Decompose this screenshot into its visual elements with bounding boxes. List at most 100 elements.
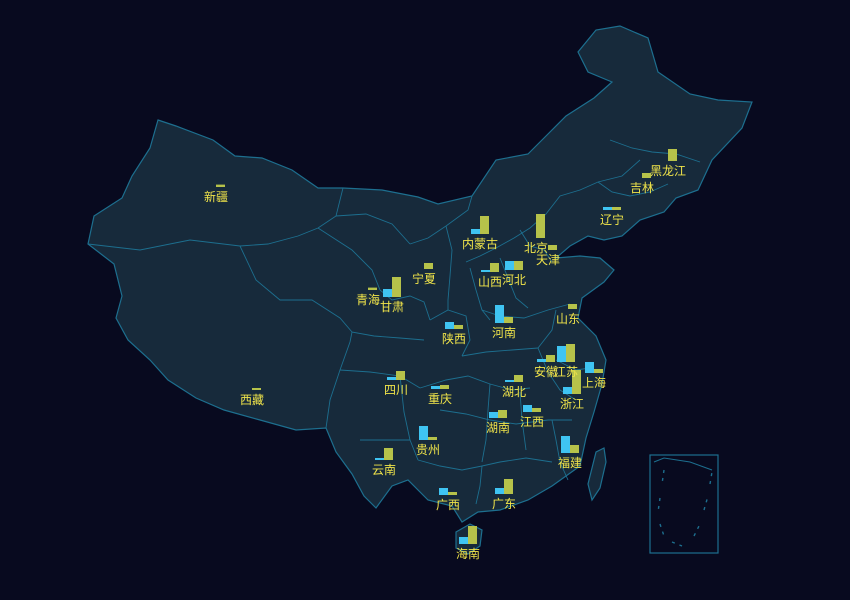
province-bars-jilin[interactable] (642, 173, 651, 178)
bar-b-tianjin[interactable] (548, 245, 557, 250)
bar-b-guizhou[interactable] (428, 437, 437, 440)
bar-a-hebei[interactable] (505, 261, 514, 270)
province-label-shandong: 山东 (556, 312, 580, 326)
province-bars-henan[interactable] (495, 305, 513, 323)
bar-b-hainan[interactable] (468, 526, 477, 544)
province-bars-sichuan[interactable] (387, 371, 405, 380)
bar-b-shaanxi[interactable] (454, 325, 463, 329)
province-bars-shandong[interactable] (568, 304, 577, 309)
province-bars-shaanxi[interactable] (445, 322, 463, 329)
bar-b-shanghai[interactable] (594, 369, 603, 373)
province-bars-jiangxi[interactable] (523, 405, 541, 412)
province-label-hebei: 河北 (502, 273, 526, 287)
province-bars-neimenggu[interactable] (471, 216, 489, 234)
province-bars-qinghai[interactable] (368, 287, 377, 290)
inset-frame (649, 454, 719, 554)
bar-b-heilongjiang[interactable] (668, 149, 677, 161)
province-bars-heilongjiang[interactable] (668, 149, 677, 161)
bar-a-hubei[interactable] (505, 380, 514, 382)
province-bars-beijing[interactable] (536, 214, 545, 238)
province-label-hunan: 湖南 (486, 420, 510, 435)
province-bars-shanxi[interactable] (481, 263, 499, 272)
bar-b-yunnan[interactable] (384, 448, 393, 460)
province-bars-hubei[interactable] (505, 375, 523, 382)
bar-b-xizang[interactable] (252, 388, 261, 390)
province-label-sichuan: 四川 (384, 383, 408, 397)
bar-b-guangdong[interactable] (504, 479, 513, 494)
province-bars-anhui[interactable] (537, 355, 555, 362)
province-bars-hebei[interactable] (505, 261, 523, 270)
province-label-jilin: 吉林 (630, 181, 654, 195)
bar-a-neimenggu[interactable] (471, 229, 480, 234)
province-bars-hunan[interactable] (489, 410, 507, 418)
province-bars-zhejiang[interactable] (563, 370, 581, 394)
province-bars-yunnan[interactable] (375, 448, 393, 460)
province-label-chongqing: 重庆 (428, 392, 452, 406)
bar-b-xinjiang[interactable] (216, 184, 225, 187)
province-bars-hainan[interactable] (459, 526, 477, 544)
province-bars-tianjin[interactable] (548, 245, 557, 250)
bar-a-chongqing[interactable] (431, 386, 440, 389)
province-label-hubei: 湖北 (502, 384, 526, 399)
province-bars-chongqing[interactable] (431, 385, 449, 389)
province-bars-ningxia[interactable] (424, 263, 433, 269)
province-bars-fujian[interactable] (561, 436, 579, 453)
bar-a-hainan[interactable] (459, 537, 468, 544)
province-bars-gansu[interactable] (383, 277, 401, 297)
bar-a-shanghai[interactable] (585, 362, 594, 373)
bar-a-shaanxi[interactable] (445, 322, 454, 329)
bar-b-guangxi[interactable] (448, 492, 457, 495)
bar-b-hunan[interactable] (498, 410, 507, 418)
bar-a-hunan[interactable] (489, 412, 498, 418)
bar-b-sichuan[interactable] (396, 371, 405, 380)
province-label-guizhou: 贵州 (416, 443, 440, 457)
province-bars-xinjiang[interactable] (216, 184, 225, 187)
province-label-shanghai: 上海 (582, 375, 606, 390)
province-bars-shanghai[interactable] (585, 362, 603, 373)
bar-a-yunnan[interactable] (375, 458, 384, 460)
bar-b-neimenggu[interactable] (480, 216, 489, 234)
province-bars-guangdong[interactable] (495, 479, 513, 494)
bar-b-chongqing[interactable] (440, 385, 449, 389)
bar-b-liaoning[interactable] (612, 207, 621, 210)
province-bars-liaoning[interactable] (603, 207, 621, 210)
bar-a-sichuan[interactable] (387, 377, 396, 380)
bar-a-anhui[interactable] (537, 359, 546, 362)
bar-b-ningxia[interactable] (424, 263, 433, 269)
bar-a-guizhou[interactable] (419, 426, 428, 440)
bar-b-jiangsu[interactable] (566, 344, 575, 362)
province-bars-jiangsu[interactable] (557, 344, 575, 362)
province-label-xinjiang: 新疆 (204, 189, 228, 204)
bar-a-jiangxi[interactable] (523, 405, 532, 412)
bar-b-anhui[interactable] (546, 355, 555, 362)
south-china-sea-inset (649, 454, 719, 554)
nine-dash-line (657, 469, 713, 547)
bar-a-guangdong[interactable] (495, 488, 504, 494)
bar-a-guangxi[interactable] (439, 488, 448, 495)
bar-b-hebei[interactable] (514, 261, 523, 270)
bar-a-henan[interactable] (495, 305, 504, 323)
bar-b-jiangxi[interactable] (532, 408, 541, 412)
bar-b-henan[interactable] (504, 317, 513, 323)
bar-a-liaoning[interactable] (603, 207, 612, 210)
province-bars-guangxi[interactable] (439, 488, 457, 495)
bar-b-hubei[interactable] (514, 375, 523, 382)
bar-a-zhejiang[interactable] (563, 387, 572, 394)
bar-b-fujian[interactable] (570, 445, 579, 453)
bar-b-shanxi[interactable] (490, 263, 499, 272)
bar-b-beijing[interactable] (536, 214, 545, 238)
bar-b-gansu[interactable] (392, 277, 401, 297)
province-bars-xizang[interactable] (252, 388, 261, 390)
province-bars-guizhou[interactable] (419, 426, 437, 440)
bar-b-qinghai[interactable] (368, 287, 377, 290)
bar-a-jiangsu[interactable] (557, 346, 566, 362)
bar-b-jilin[interactable] (642, 173, 651, 178)
bar-a-shanxi[interactable] (481, 270, 490, 272)
bar-b-zhejiang[interactable] (572, 370, 581, 394)
inset-coast (653, 457, 713, 471)
province-label-guangxi: 广西 (436, 498, 460, 512)
bar-b-shandong[interactable] (568, 304, 577, 309)
bar-a-gansu[interactable] (383, 289, 392, 297)
bar-a-fujian[interactable] (561, 436, 570, 453)
